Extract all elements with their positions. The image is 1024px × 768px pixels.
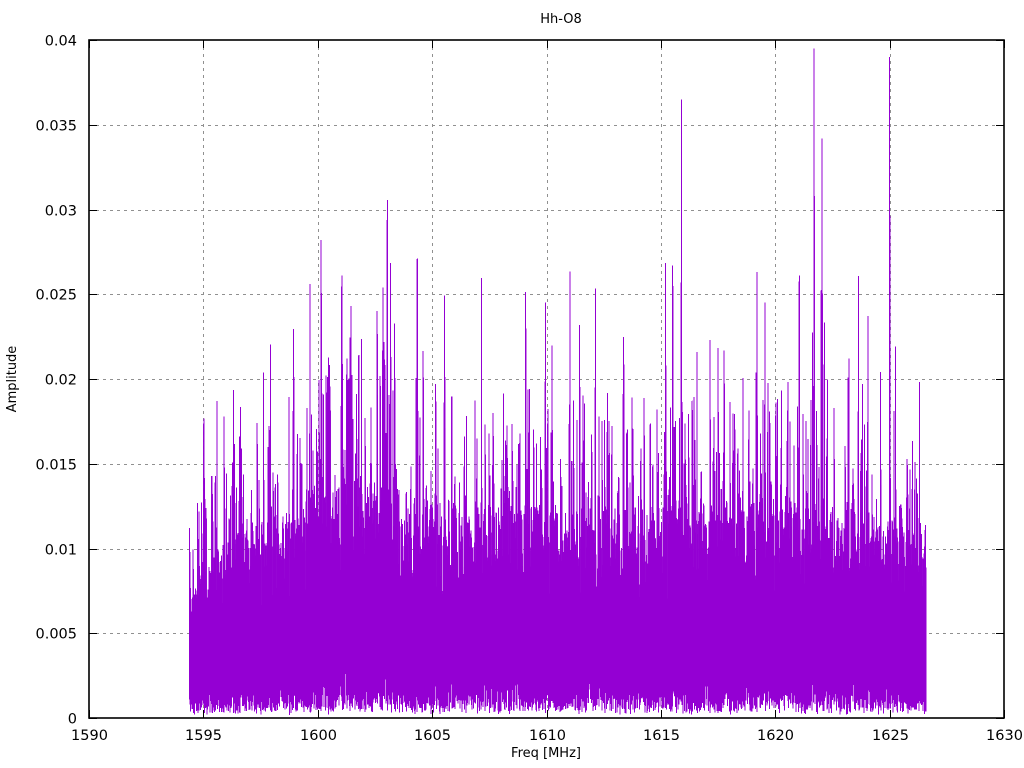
x-tick-label: 1610 — [529, 728, 566, 744]
y-tick-label: 0.01 — [45, 543, 77, 559]
y-tick-label: 0.03 — [45, 204, 77, 220]
x-axis-label: Freq [MHz] — [511, 746, 581, 761]
x-tick-label: 1625 — [872, 728, 909, 744]
x-tick-label: 1630 — [986, 728, 1023, 744]
y-tick-label: 0 — [68, 712, 77, 728]
y-axis-label: Amplitude — [5, 346, 20, 413]
y-tick-label: 0.035 — [35, 119, 77, 135]
spectrum-impulses — [189, 48, 927, 715]
chart-title: Hh-O8 — [540, 12, 582, 27]
y-tick-label: 0.02 — [45, 373, 77, 389]
x-tick-label: 1615 — [643, 728, 680, 744]
x-tick-label: 1590 — [71, 728, 108, 744]
x-tick-label: 1595 — [185, 728, 222, 744]
x-tick-label: 1605 — [414, 728, 451, 744]
x-axis-ticks: 1590 1595 1600 1605 1610 1615 1620 1625 1630 — [71, 40, 1023, 744]
y-axis-ticks: 0 0.005 0.01 0.015 0.02 0.025 0.03 0.035 0.04 — [35, 34, 1004, 728]
plot-frame — [88, 39, 1005, 719]
x-tick-label: 1620 — [757, 728, 794, 744]
y-tick-label: 0.025 — [35, 288, 77, 304]
y-tick-label: 0.005 — [35, 627, 77, 643]
y-tick-label: 0.015 — [35, 458, 77, 474]
spectrum-series — [189, 48, 927, 715]
x-tick-label: 1600 — [300, 728, 337, 744]
y-tick-label: 0.04 — [45, 34, 77, 50]
